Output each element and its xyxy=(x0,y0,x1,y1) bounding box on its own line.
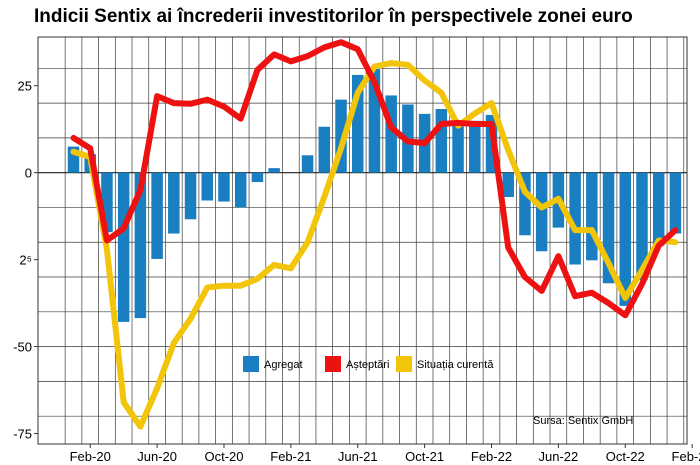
x-tick-label: Feb-20 xyxy=(70,449,111,464)
legend-label-situatia-curenta: Situația curentă xyxy=(417,359,494,371)
bar-agregat xyxy=(368,69,381,173)
bar-agregat xyxy=(586,172,598,261)
x-tick-label: Feb-23 xyxy=(672,449,700,464)
bar-agregat xyxy=(251,172,264,183)
bar-agregat xyxy=(619,172,632,306)
bar-agregat xyxy=(652,172,665,246)
bar-agregat xyxy=(184,172,197,220)
y-tick-label: 25 xyxy=(18,79,32,94)
bar-agregat xyxy=(469,120,481,173)
bar-agregat xyxy=(268,168,280,173)
legend: Agregat Așteptări Situația curentă xyxy=(243,356,494,372)
bar-agregat xyxy=(435,109,448,173)
x-tick-label: Oct-22 xyxy=(606,449,645,464)
bar-agregat xyxy=(519,172,531,236)
bar-agregat xyxy=(351,74,364,173)
bar-agregat xyxy=(234,172,247,208)
bar-agregat xyxy=(201,172,214,201)
y-tick-label: -50 xyxy=(13,340,32,355)
bar-agregat xyxy=(117,172,130,322)
bar-agregat xyxy=(318,126,331,173)
axes: 25 0 2⁵ -50 -75 Feb-20 Jun-20 Oct-20 Feb-21 Jun-2… xyxy=(13,79,700,464)
bar-agregat xyxy=(301,155,314,173)
line-series xyxy=(70,39,679,430)
bar-agregat xyxy=(569,172,581,265)
x-tick-label: Jun-20 xyxy=(137,449,177,464)
x-tick-label: Oct-21 xyxy=(405,449,444,464)
chart-title: Indicii Sentix ai încrederii investitori… xyxy=(34,6,633,27)
bar-agregat xyxy=(335,99,347,173)
bar-agregat xyxy=(602,172,615,284)
bar-agregat xyxy=(151,172,163,259)
bar-agregat xyxy=(452,125,464,173)
bar-agregat xyxy=(385,95,397,173)
bar-agregat xyxy=(636,172,648,281)
bar-agregat xyxy=(535,172,548,252)
x-tick-label: Feb-21 xyxy=(270,449,311,464)
x-tick-label: Jun-21 xyxy=(338,449,378,464)
legend-swatch-asteptari xyxy=(325,356,341,372)
y-tick-label: -75 xyxy=(13,427,32,442)
x-tick-label: Feb-22 xyxy=(471,449,512,464)
y-tick-label: 0 xyxy=(25,166,32,181)
legend-label-agregat: Agregat xyxy=(264,359,303,371)
legend-swatch-situatia-curenta xyxy=(396,356,412,372)
legend-label-asteptari: Așteptări xyxy=(346,359,389,371)
y-tick-label: 2⁵ xyxy=(19,253,32,268)
bar-agregat xyxy=(101,172,113,233)
plot-frame xyxy=(37,36,688,445)
bar-agregat xyxy=(218,172,230,202)
bar-agregat xyxy=(502,172,514,198)
bar-agregat xyxy=(669,172,682,234)
bar-series xyxy=(67,69,682,322)
bar-agregat xyxy=(134,172,147,319)
bar-agregat xyxy=(168,172,180,234)
source-note: Sursa: Sentix GmbH xyxy=(533,415,633,427)
legend-swatch-agregat xyxy=(243,356,259,372)
x-tick-label: Oct-20 xyxy=(204,449,243,464)
x-tick-label: Jun-22 xyxy=(539,449,579,464)
bar-agregat xyxy=(67,146,80,173)
